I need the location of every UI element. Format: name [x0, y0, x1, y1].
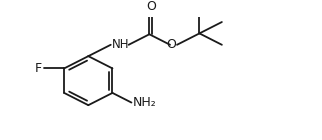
- Text: O: O: [166, 38, 176, 51]
- Text: O: O: [146, 0, 156, 13]
- Text: NH: NH: [112, 38, 129, 51]
- Text: NH₂: NH₂: [132, 96, 156, 109]
- Text: F: F: [35, 62, 42, 75]
